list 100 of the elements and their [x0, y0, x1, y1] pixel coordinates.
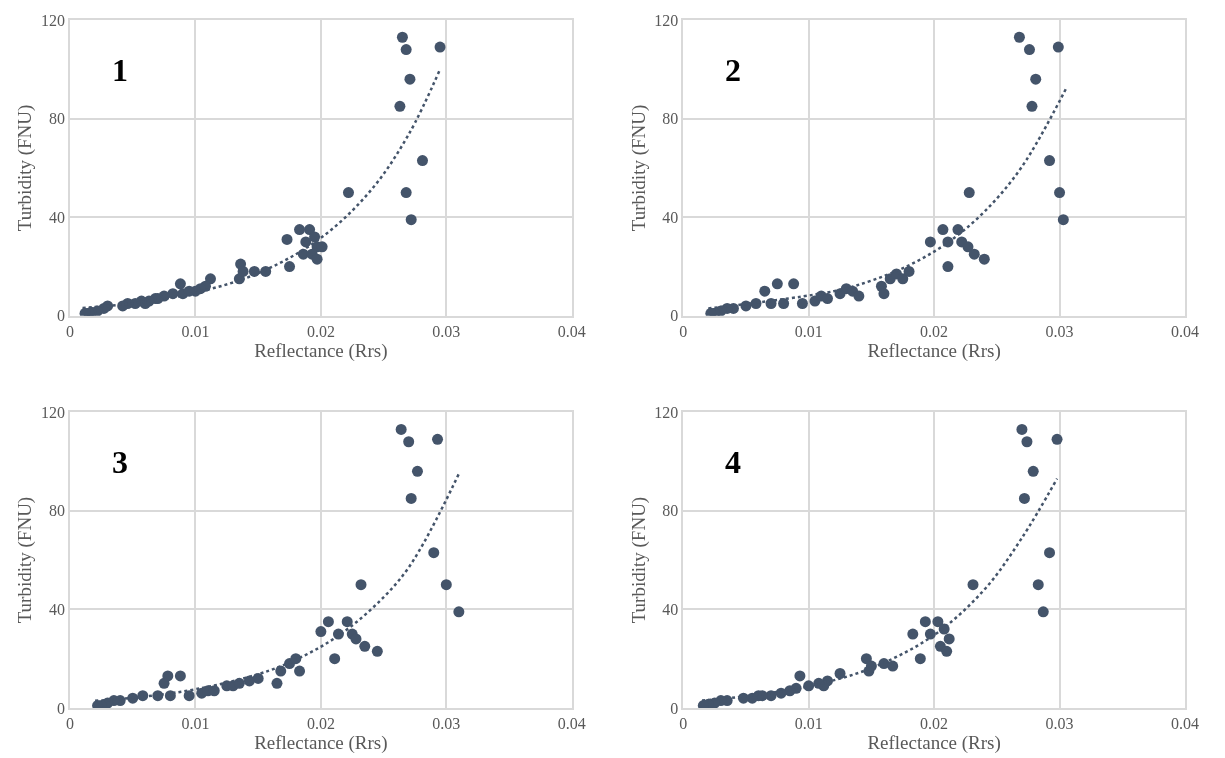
point [822, 293, 833, 305]
x-axis-title: Reflectance (Rrs) [867, 731, 1001, 754]
point [355, 579, 367, 591]
x-tick-label: 0.03 [432, 714, 461, 732]
point [281, 233, 293, 245]
point [887, 660, 899, 672]
point [183, 690, 195, 702]
x-tick-label: 0.04 [1171, 714, 1199, 732]
x-tick-label: 0.02 [920, 322, 949, 340]
point [300, 236, 312, 248]
y-axis-title: Turbidity (FNU) [14, 496, 37, 624]
point [962, 241, 974, 253]
annotation: 2 [725, 52, 741, 88]
point [943, 633, 955, 645]
point [907, 628, 919, 640]
x-tick-label: 0.03 [1045, 322, 1074, 340]
point [304, 224, 316, 236]
x-tick-label: 0.01 [794, 714, 823, 732]
x-tick-label: 0.02 [920, 714, 949, 732]
point [315, 626, 327, 638]
point [978, 253, 990, 265]
point [1044, 155, 1056, 167]
point [271, 677, 283, 689]
point [432, 433, 444, 445]
point [204, 273, 216, 285]
annotation: 1 [112, 52, 128, 88]
point [937, 224, 949, 236]
point [284, 261, 296, 273]
point [1026, 100, 1038, 112]
point [1013, 31, 1025, 43]
y-tick-label: 120 [654, 403, 679, 421]
point [963, 187, 975, 199]
point [311, 253, 323, 265]
point [897, 273, 909, 285]
y-tick-label: 40 [662, 600, 679, 618]
x-axis-title: Reflectance (Rrs) [254, 731, 388, 754]
point [952, 224, 964, 236]
point [1030, 73, 1042, 85]
point [440, 579, 452, 591]
point [853, 290, 865, 302]
point [794, 670, 806, 682]
point [924, 236, 936, 248]
x-axis-title: Reflectance (Rrs) [254, 339, 388, 362]
x-tick-label: 0.03 [432, 322, 461, 340]
y-tick-label: 0 [670, 699, 679, 717]
y-tick-label: 0 [57, 699, 66, 717]
point [919, 616, 931, 628]
x-tick-label: 0.01 [181, 322, 210, 340]
point [878, 288, 890, 300]
y-tick-label: 80 [49, 502, 66, 520]
x-tick-label: 0.04 [557, 322, 586, 340]
y-tick-label: 120 [41, 11, 66, 29]
y-axis-title: Turbidity (FNU) [627, 104, 650, 232]
point [400, 187, 412, 199]
y-tick-label: 40 [49, 208, 66, 226]
point [434, 41, 446, 53]
point [1021, 436, 1033, 448]
point [1016, 423, 1028, 435]
point [405, 214, 417, 226]
point [1057, 214, 1069, 226]
annotation: 3 [112, 444, 128, 480]
point [914, 653, 926, 665]
y-tick-label: 80 [662, 110, 679, 128]
point [394, 100, 406, 112]
x-tick-label: 0.03 [1045, 714, 1074, 732]
point [174, 670, 186, 682]
point [860, 653, 872, 665]
point [1037, 606, 1049, 618]
point [396, 31, 408, 43]
y-tick-label: 0 [57, 307, 66, 325]
point [359, 640, 371, 652]
point [903, 265, 915, 277]
point [771, 278, 783, 290]
point [350, 633, 362, 645]
point [1052, 41, 1064, 53]
point [453, 606, 465, 618]
y-tick-label: 120 [654, 11, 679, 29]
x-tick-label: 0.02 [306, 322, 335, 340]
x-tick-label: 0.01 [181, 714, 210, 732]
point [294, 665, 306, 677]
x-axis-title: Reflectance (Rrs) [867, 339, 1001, 362]
y-tick-label: 120 [41, 403, 66, 421]
point [405, 492, 417, 504]
x-tick-label: 0.02 [306, 714, 335, 732]
point [1018, 492, 1030, 504]
point [941, 645, 953, 657]
point [942, 261, 954, 273]
point [788, 278, 800, 290]
y-tick-label: 80 [49, 110, 66, 128]
y-tick-label: 80 [662, 502, 679, 520]
point [1023, 44, 1035, 56]
point [395, 423, 407, 435]
point [416, 155, 428, 167]
y-tick-label: 40 [662, 208, 679, 226]
point [834, 667, 846, 679]
point [428, 547, 440, 559]
point [1054, 187, 1066, 199]
point [294, 224, 306, 236]
y-tick-label: 40 [49, 600, 66, 618]
x-tick-label: 0.01 [794, 322, 823, 340]
